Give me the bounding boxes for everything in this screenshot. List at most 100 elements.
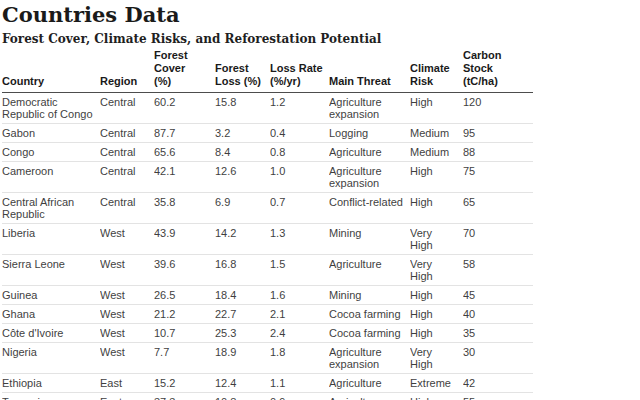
cell-region: Central <box>100 193 154 224</box>
cell-forest-cover: 37.3 <box>154 393 215 400</box>
cell-carbon-stock: 65 <box>463 193 533 224</box>
table-row: CameroonCentral42.112.61.0Agriculture ex… <box>2 162 533 193</box>
cell-climate-risk: High <box>410 93 463 124</box>
cell-country: Tanzania <box>2 393 100 400</box>
table-row: CongoCentral65.68.40.8AgricultureMedium8… <box>2 143 533 162</box>
table-row: Central African RepublicCentral35.86.90.… <box>2 193 533 224</box>
cell-region: West <box>100 255 154 286</box>
cell-region: West <box>100 286 154 305</box>
cell-forest-loss: 22.7 <box>215 305 270 324</box>
cell-forest-cover: 21.2 <box>154 305 215 324</box>
table-row: Sierra LeoneWest39.616.81.5AgricultureVe… <box>2 255 533 286</box>
cell-loss-rate: 1.0 <box>270 162 329 193</box>
cell-loss-rate: 1.3 <box>270 224 329 255</box>
column-header-main-threat: Main Threat <box>329 49 410 93</box>
cell-carbon-stock: 95 <box>463 124 533 143</box>
cell-loss-rate: 2.4 <box>270 324 329 343</box>
cell-carbon-stock: 75 <box>463 162 533 193</box>
cell-loss-rate: 0.8 <box>270 143 329 162</box>
cell-main-threat: Agriculture expansion <box>329 162 410 193</box>
page-title: Countries Data <box>2 2 640 27</box>
cell-climate-risk: High <box>410 393 463 400</box>
cell-loss-rate: 1.2 <box>270 93 329 124</box>
table-header: Country Region Forest Cover (%) Forest L… <box>2 49 533 93</box>
cell-country: Ethiopia <box>2 374 100 393</box>
cell-loss-rate: 1.5 <box>270 255 329 286</box>
cell-forest-cover: 15.2 <box>154 374 215 393</box>
cell-country: Central African Republic <box>2 193 100 224</box>
cell-region: Central <box>100 93 154 124</box>
cell-forest-cover: 65.6 <box>154 143 215 162</box>
cell-forest-loss: 10.8 <box>215 393 270 400</box>
cell-carbon-stock: 42 <box>463 374 533 393</box>
cell-climate-risk: High <box>410 162 463 193</box>
cell-forest-cover: 87.7 <box>154 124 215 143</box>
cell-forest-loss: 8.4 <box>215 143 270 162</box>
cell-loss-rate: 2.1 <box>270 305 329 324</box>
cell-climate-risk: Medium <box>410 124 463 143</box>
cell-forest-loss: 12.6 <box>215 162 270 193</box>
cell-loss-rate: 0.7 <box>270 193 329 224</box>
cell-country: Guinea <box>2 286 100 305</box>
cell-climate-risk: Very High <box>410 224 463 255</box>
column-header-forest-loss: Forest Loss (%) <box>215 49 270 93</box>
cell-main-threat: Agriculture <box>329 143 410 162</box>
cell-climate-risk: High <box>410 286 463 305</box>
cell-forest-cover: 60.2 <box>154 93 215 124</box>
table-row: GabonCentral87.73.20.4LoggingMedium95 <box>2 124 533 143</box>
cell-region: East <box>100 393 154 400</box>
cell-carbon-stock: 58 <box>463 255 533 286</box>
cell-country: Sierra Leone <box>2 255 100 286</box>
cell-forest-cover: 35.8 <box>154 193 215 224</box>
cell-main-threat: Agriculture <box>329 393 410 400</box>
cell-climate-risk: Extreme <box>410 374 463 393</box>
cell-forest-cover: 42.1 <box>154 162 215 193</box>
cell-forest-loss: 12.4 <box>215 374 270 393</box>
cell-main-threat: Cocoa farming <box>329 324 410 343</box>
cell-country: Nigeria <box>2 343 100 374</box>
column-header-forest-cover: Forest Cover (%) <box>154 49 215 93</box>
cell-main-threat: Conflict-related <box>329 193 410 224</box>
cell-climate-risk: High <box>410 305 463 324</box>
countries-table: Country Region Forest Cover (%) Forest L… <box>2 49 533 400</box>
cell-country: Congo <box>2 143 100 162</box>
cell-climate-risk: Medium <box>410 143 463 162</box>
cell-main-threat: Logging <box>329 124 410 143</box>
cell-main-threat: Agriculture <box>329 255 410 286</box>
cell-main-threat: Cocoa farming <box>329 305 410 324</box>
table-row: EthiopiaEast15.212.41.1AgricultureExtrem… <box>2 374 533 393</box>
table-row: NigeriaWest7.718.91.8Agriculture expansi… <box>2 343 533 374</box>
cell-region: East <box>100 374 154 393</box>
page: Countries Data Forest Cover, Climate Ris… <box>0 0 640 400</box>
cell-forest-loss: 18.9 <box>215 343 270 374</box>
table-row: LiberiaWest43.914.21.3MiningVery High70 <box>2 224 533 255</box>
cell-region: Central <box>100 143 154 162</box>
cell-forest-cover: 26.5 <box>154 286 215 305</box>
cell-climate-risk: Very High <box>410 255 463 286</box>
table-row: Côte d'IvoireWest10.725.32.4Cocoa farmin… <box>2 324 533 343</box>
cell-forest-cover: 7.7 <box>154 343 215 374</box>
cell-forest-cover: 39.6 <box>154 255 215 286</box>
table-row: GhanaWest21.222.72.1Cocoa farmingHigh40 <box>2 305 533 324</box>
cell-climate-risk: Very High <box>410 343 463 374</box>
cell-loss-rate: 1.6 <box>270 286 329 305</box>
cell-region: West <box>100 324 154 343</box>
cell-carbon-stock: 35 <box>463 324 533 343</box>
column-header-region: Region <box>100 49 154 93</box>
table-header-row: Country Region Forest Cover (%) Forest L… <box>2 49 533 93</box>
cell-country: Cameroon <box>2 162 100 193</box>
cell-region: West <box>100 224 154 255</box>
cell-forest-loss: 25.3 <box>215 324 270 343</box>
cell-carbon-stock: 120 <box>463 93 533 124</box>
cell-carbon-stock: 40 <box>463 305 533 324</box>
cell-forest-loss: 16.8 <box>215 255 270 286</box>
cell-loss-rate: 1.1 <box>270 374 329 393</box>
cell-forest-loss: 15.8 <box>215 93 270 124</box>
cell-carbon-stock: 45 <box>463 286 533 305</box>
cell-forest-cover: 10.7 <box>154 324 215 343</box>
cell-climate-risk: High <box>410 193 463 224</box>
page-subtitle: Forest Cover, Climate Risks, and Refores… <box>2 33 640 46</box>
cell-country: Democratic Republic of Congo <box>2 93 100 124</box>
cell-region: Central <box>100 124 154 143</box>
cell-forest-loss: 14.2 <box>215 224 270 255</box>
